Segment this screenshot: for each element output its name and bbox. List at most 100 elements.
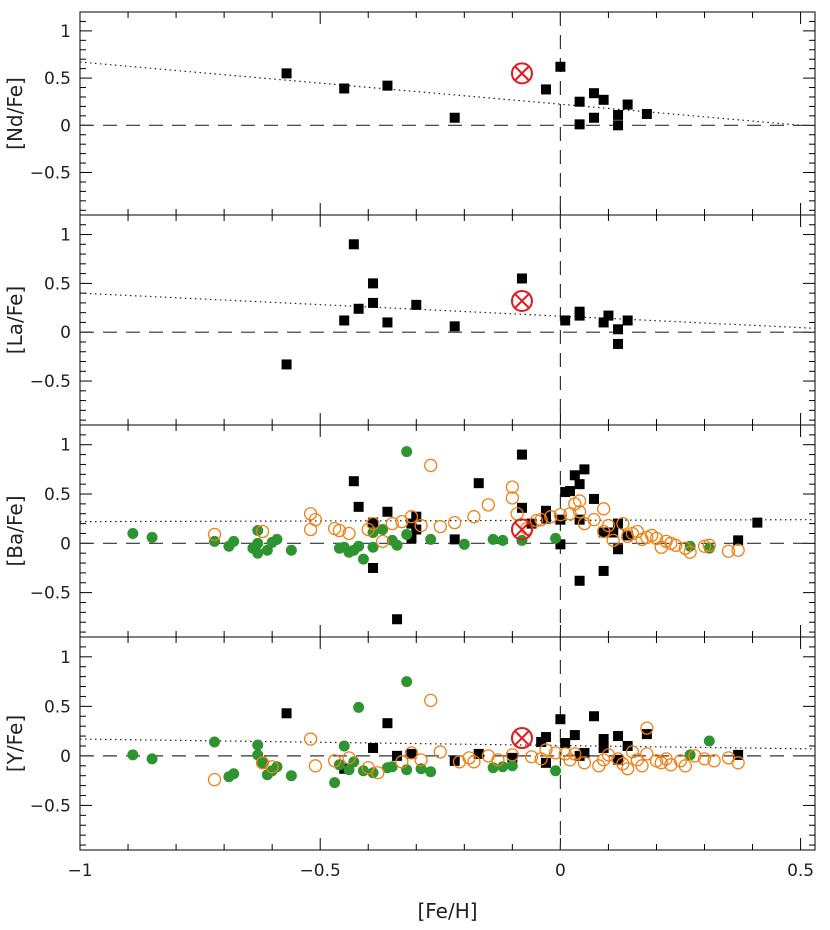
open-circle-point [577, 756, 592, 770]
square-point [449, 755, 460, 766]
open-circle-point [635, 759, 649, 773]
square-point [516, 273, 527, 284]
open-circle-point [721, 544, 736, 558]
open-circle-point [505, 748, 520, 762]
open-circle-point [308, 759, 323, 773]
open-circle-point [366, 516, 380, 531]
square-point [368, 297, 379, 308]
open-circle-point [327, 754, 342, 768]
filled-circle-point [386, 761, 398, 773]
square-point [540, 513, 551, 524]
y-tick-label: 0.5 [44, 485, 71, 505]
square-point [368, 517, 379, 528]
square-point [613, 338, 624, 349]
open-circle-point [625, 745, 640, 759]
open-circle-point [414, 753, 428, 767]
open-circle-point [697, 539, 712, 553]
filled-circle-point [367, 541, 379, 553]
open-circle-point [697, 752, 712, 766]
open-circle-point [548, 746, 563, 760]
trend-line [79, 61, 801, 126]
open-circle-point [207, 527, 222, 542]
panel-frame [79, 11, 816, 216]
square-point [574, 310, 585, 321]
open-circle-point [669, 538, 683, 552]
filled-circle-point [146, 753, 158, 765]
square-point [569, 470, 580, 481]
square-point [622, 740, 633, 751]
open-circle-point [616, 757, 630, 771]
square-point [579, 747, 590, 758]
open-circle-point [587, 513, 601, 527]
square-point [569, 730, 580, 741]
target-star-marker [510, 289, 533, 312]
open-circle-point [616, 516, 630, 531]
open-circle-point [404, 746, 419, 760]
filled-circle-point [257, 757, 269, 769]
square-point [507, 752, 518, 763]
open-circle-point [688, 749, 702, 763]
open-circle-point [481, 498, 495, 512]
square-point [382, 506, 393, 517]
open-circle-point [433, 745, 447, 759]
filled-circle-point [703, 735, 715, 747]
filled-circle-point [506, 760, 518, 772]
filled-circle-point [353, 540, 365, 552]
open-circle-point [529, 513, 544, 528]
filled-circle-point [261, 544, 273, 556]
panel-0: −0.5 0 0.5 1 [Nd/Fe] [3, 11, 816, 216]
y-axis-label: [Nd/Fe] [3, 77, 27, 150]
open-circle-point [385, 516, 399, 531]
y-tick-label: −0.5 [30, 796, 71, 816]
open-circle-point [630, 524, 644, 539]
filled-circle-point [338, 740, 350, 752]
square-point [574, 575, 585, 586]
square-point [382, 317, 393, 328]
square-point [574, 119, 585, 130]
open-circle-point [640, 721, 654, 735]
open-circle-point [673, 754, 688, 768]
square-point [411, 299, 422, 310]
open-circle-point [371, 766, 385, 780]
square-point [353, 303, 364, 314]
filled-circle-point [401, 446, 413, 458]
open-circle-point [606, 533, 620, 548]
square-point [589, 493, 600, 504]
open-circle-point [572, 505, 587, 519]
square-point [353, 501, 364, 512]
target-cross [514, 730, 530, 746]
filled-circle-point [550, 765, 562, 777]
open-circle-point [491, 753, 505, 767]
square-point [622, 99, 633, 110]
open-circle-point [678, 541, 692, 555]
filled-circle-point [458, 538, 470, 550]
target-star-marker [510, 518, 533, 541]
filled-circle-point [271, 533, 283, 545]
y-tick-label: −0.5 [30, 584, 71, 604]
filled-circle-point [377, 524, 389, 536]
square-point [473, 478, 484, 489]
filled-circle-point [271, 761, 283, 773]
y-tick-label: 1 [60, 226, 71, 246]
square-point [449, 534, 460, 545]
open-circle-point [577, 516, 592, 531]
open-circle-point [395, 755, 409, 769]
open-circle-point [303, 732, 318, 746]
open-circle-point [414, 518, 428, 533]
square-point [348, 476, 359, 487]
square-point [613, 120, 624, 131]
square-point [339, 315, 350, 326]
open-circle-point [424, 458, 438, 473]
square-point [752, 517, 763, 528]
panel-3: −0.5 0 0.5 1 [Y/Fe] [3, 636, 816, 851]
y-tick-label: 1 [60, 648, 71, 668]
y-tick-label: 0.5 [44, 697, 71, 717]
square-point [560, 315, 571, 326]
target-circle [510, 62, 533, 85]
square-point [574, 96, 585, 107]
filled-circle-point [487, 533, 499, 545]
filled-circle-point [285, 544, 297, 556]
filled-circle-point [228, 535, 240, 547]
square-point [613, 324, 624, 335]
open-circle-point [433, 519, 447, 534]
